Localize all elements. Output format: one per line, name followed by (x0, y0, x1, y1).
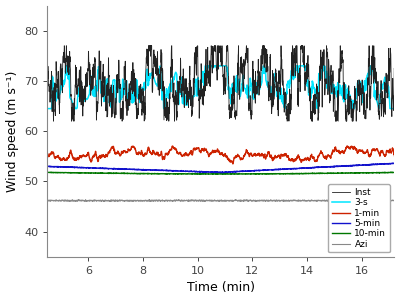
Legend: Inst, 3-s, 1-min, 5-min, 10-min, Azi: Inst, 3-s, 1-min, 5-min, 10-min, Azi (328, 184, 390, 252)
Y-axis label: Wind speed (m s⁻¹): Wind speed (m s⁻¹) (6, 70, 18, 192)
X-axis label: Time (min): Time (min) (187, 281, 255, 294)
